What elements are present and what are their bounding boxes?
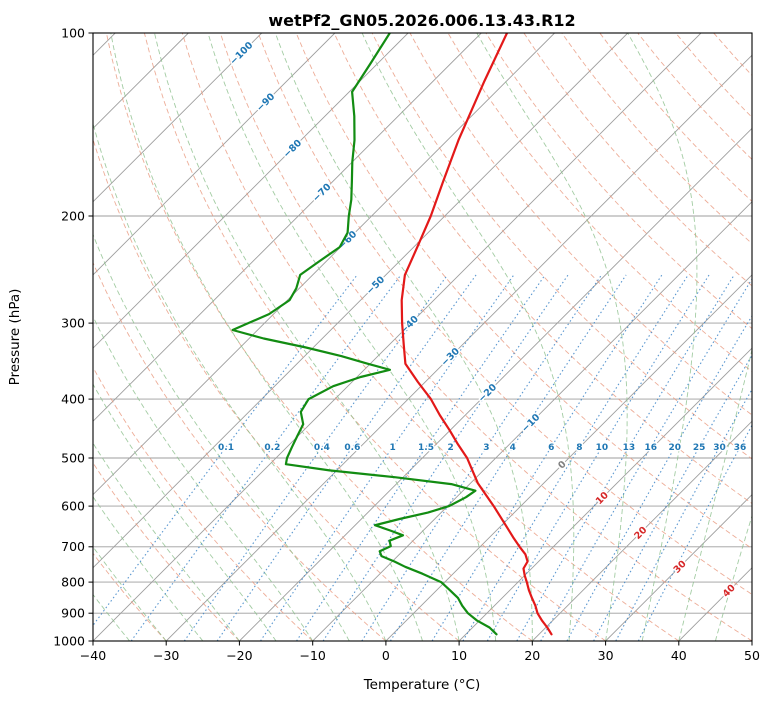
y-tick-label: 700 — [61, 539, 85, 554]
x-tick-label: 30 — [598, 648, 614, 663]
chart-canvas: −100−90−80−70−60−50−40−30−20−10010203040… — [53, 25, 760, 663]
y-tick-label: 500 — [61, 450, 85, 465]
mixing-ratio-labels: 0.1 0.2 0.4 0.6 1 1.5 2 3 4 6 8 10 13 16 20 25 30 36 — [217, 442, 748, 455]
plot-area: −100−90−80−70−60−50−40−30−20−10010203040… — [93, 33, 752, 641]
mixing-ratio-label: 13 — [623, 443, 636, 453]
x-tick-label: 50 — [744, 648, 760, 663]
isotherm-label: 10 — [594, 490, 611, 507]
dewpoint-curve — [231, 33, 498, 636]
mixing-ratio-label: 3 — [483, 443, 489, 453]
isotherm-label: −90 — [255, 91, 278, 114]
x-tick-label: 10 — [451, 648, 467, 663]
isotherm-label: 30 — [672, 558, 689, 575]
mixing-ratio-label: 0.4 — [314, 443, 330, 453]
mixing-ratio-label: 25 — [693, 443, 706, 453]
x-tick-label: −10 — [300, 648, 326, 663]
y-tick-label: 600 — [61, 498, 85, 513]
temperature-curve — [400, 33, 553, 636]
chart-title: wetPf2_GN05.2026.006.13.43.R12 — [268, 11, 575, 30]
mixing-ratio-label: 1.5 — [418, 443, 434, 453]
moist-adiabat-lines — [93, 33, 752, 641]
mixing-ratio-label: 0.1 — [218, 443, 234, 453]
y-tick-label: 800 — [61, 574, 85, 589]
mixing-ratio-label: 6 — [548, 443, 554, 453]
isotherm-label: −70 — [311, 181, 334, 204]
x-tick-label: −30 — [153, 648, 179, 663]
x-tick-label: 0 — [382, 648, 390, 663]
x-tick-label: 20 — [524, 648, 540, 663]
mixing-ratio-label: 36 — [734, 443, 747, 453]
dry-adiabat-lines — [93, 33, 752, 641]
mixing-ratio-label: 30 — [713, 443, 726, 453]
y-axis-label: Pressure (hPa) — [7, 289, 23, 386]
y-tick-label: 400 — [61, 391, 85, 406]
y-tick-label: 200 — [61, 208, 85, 223]
mixing-ratio-label: 20 — [669, 443, 682, 453]
mixing-ratio-label: 1 — [389, 443, 395, 453]
mixing-ratio-label: 16 — [645, 443, 658, 453]
isotherm-label: −100 — [228, 40, 256, 68]
x-axis-ticks: −40 −30 −20 −10 0 10 20 30 40 50 — [80, 641, 760, 663]
mixing-ratio-label: 10 — [596, 443, 609, 453]
y-axis-ticks: 100 200 300 400 500 600 700 800 900 1000 — [53, 25, 93, 648]
x-tick-label: −40 — [80, 648, 106, 663]
isotherm-lines — [93, 33, 752, 641]
y-tick-label: 1000 — [53, 633, 85, 648]
x-tick-label: −20 — [226, 648, 252, 663]
isotherm-label: −50 — [364, 274, 387, 297]
y-tick-label: 100 — [61, 25, 85, 40]
isotherm-label: 0 — [556, 459, 569, 472]
plot-border — [92, 32, 753, 642]
y-tick-label: 900 — [61, 606, 85, 621]
isotherm-label: −20 — [476, 382, 499, 405]
isotherm-label: −30 — [439, 346, 462, 369]
mixing-ratio-label: 2 — [447, 443, 453, 453]
x-tick-label: 40 — [671, 648, 687, 663]
mixing-ratio-label: 0.6 — [344, 443, 360, 453]
y-tick-label: 300 — [61, 315, 85, 330]
isotherm-label: 20 — [632, 524, 649, 541]
mixing-ratio-label: 0.2 — [264, 443, 280, 453]
pressure-gridlines — [93, 33, 752, 641]
mixing-ratio-label: 8 — [576, 443, 582, 453]
mixing-ratio-label: 4 — [510, 443, 516, 453]
x-axis-label: Temperature (°C) — [363, 677, 481, 693]
isotherm-label: −80 — [281, 137, 304, 160]
